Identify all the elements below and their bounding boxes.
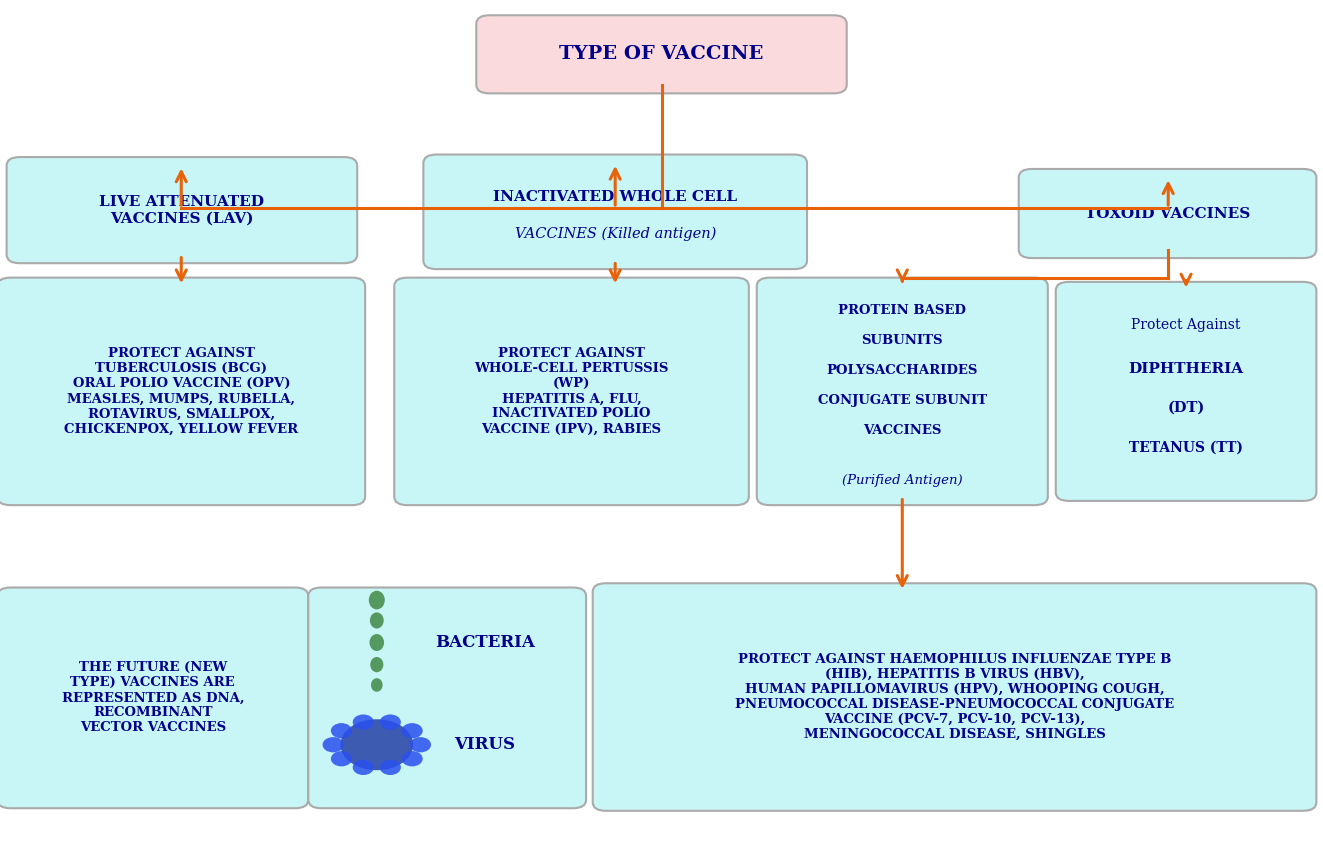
Text: PROTECT AGAINST
TUBERCULOSIS (BCG)
ORAL POLIO VACCINE (OPV)
MEASLES, MUMPS, RUBE: PROTECT AGAINST TUBERCULOSIS (BCG) ORAL … [65, 347, 298, 436]
Ellipse shape [369, 591, 385, 610]
FancyBboxPatch shape [1019, 169, 1316, 258]
Text: DIPHTHERIA: DIPHTHERIA [1129, 363, 1244, 376]
Text: CONJUGATE SUBUNIT: CONJUGATE SUBUNIT [818, 394, 987, 407]
FancyBboxPatch shape [394, 278, 749, 505]
Text: (Purified Antigen): (Purified Antigen) [841, 474, 963, 486]
FancyBboxPatch shape [476, 15, 847, 93]
Ellipse shape [331, 751, 352, 767]
Ellipse shape [369, 634, 384, 651]
Ellipse shape [370, 678, 382, 692]
Ellipse shape [380, 760, 401, 775]
Text: VIRUS: VIRUS [454, 736, 516, 753]
FancyBboxPatch shape [0, 278, 365, 505]
Text: VACCINES (Killed antigen): VACCINES (Killed antigen) [515, 226, 716, 240]
FancyBboxPatch shape [308, 588, 586, 808]
Text: LIVE ATTENUATED
VACCINES (LAV): LIVE ATTENUATED VACCINES (LAV) [99, 195, 265, 225]
Text: PROTECT AGAINST
WHOLE-CELL PERTUSSIS
(WP)
HEPATITIS A, FLU,
INACTIVATED POLIO
VA: PROTECT AGAINST WHOLE-CELL PERTUSSIS (WP… [475, 347, 668, 436]
Ellipse shape [323, 737, 344, 752]
Ellipse shape [353, 715, 374, 730]
Text: PROTEIN BASED: PROTEIN BASED [839, 304, 966, 317]
FancyBboxPatch shape [1056, 282, 1316, 501]
Text: TETANUS (TT): TETANUS (TT) [1129, 441, 1244, 455]
Text: POLYSACCHARIDES: POLYSACCHARIDES [827, 364, 978, 377]
FancyBboxPatch shape [423, 155, 807, 269]
Text: SUBUNITS: SUBUNITS [861, 334, 943, 346]
Text: PROTECT AGAINST HAEMOPHILUS INFLUENZAE TYPE B
(HIB), HEPATITIS B VIRUS (HBV),
HU: PROTECT AGAINST HAEMOPHILUS INFLUENZAE T… [736, 653, 1174, 741]
Text: TYPE OF VACCINE: TYPE OF VACCINE [560, 45, 763, 64]
Ellipse shape [370, 612, 384, 628]
Text: INACTIVATED WHOLE CELL: INACTIVATED WHOLE CELL [493, 190, 737, 204]
Ellipse shape [401, 751, 422, 767]
Text: TOXOID VACCINES: TOXOID VACCINES [1085, 206, 1250, 221]
Text: (DT): (DT) [1167, 401, 1205, 414]
FancyBboxPatch shape [757, 278, 1048, 505]
Text: VACCINES: VACCINES [863, 424, 942, 437]
Ellipse shape [340, 719, 413, 770]
Ellipse shape [410, 737, 431, 752]
Ellipse shape [380, 715, 401, 730]
Ellipse shape [353, 760, 374, 775]
Text: Protect Against: Protect Against [1131, 318, 1241, 332]
FancyBboxPatch shape [0, 588, 308, 808]
Ellipse shape [401, 723, 422, 739]
Text: BACTERIA: BACTERIA [435, 634, 534, 651]
Ellipse shape [331, 723, 352, 739]
Text: THE FUTURE (NEW
TYPE) VACCINES ARE
REPRESENTED AS DNA,
RECOMBINANT
VECTOR VACCIN: THE FUTURE (NEW TYPE) VACCINES ARE REPRE… [62, 661, 243, 734]
FancyBboxPatch shape [7, 157, 357, 263]
Ellipse shape [370, 657, 384, 672]
FancyBboxPatch shape [593, 583, 1316, 811]
